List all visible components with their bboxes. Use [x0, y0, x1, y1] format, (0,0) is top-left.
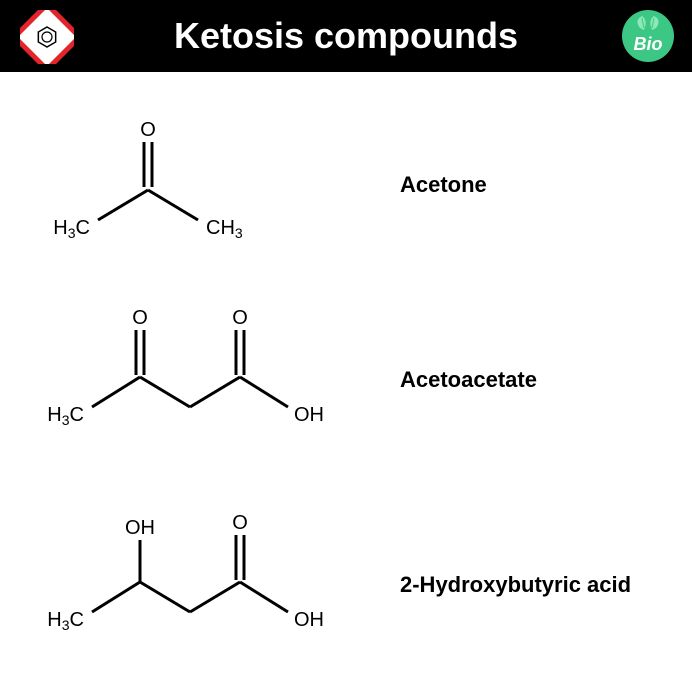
page-title: Ketosis compounds [0, 15, 692, 57]
atom-ch3: CH3 [206, 217, 243, 241]
atom-h3c: H3C [47, 609, 84, 633]
compound-row-hydroxybutyric: OH O H3C OH 2-Hydroxybutyric acid [30, 502, 662, 667]
compound-label-hydroxybutyric: 2-Hydroxybutyric acid [400, 572, 631, 598]
compound-row-acetoacetate: O O H3C OH Acetoacetate [30, 297, 662, 462]
compound-label-acetoacetate: Acetoacetate [400, 367, 537, 393]
atom-oh: OH [294, 609, 324, 631]
structure-acetoacetate: O O H3C OH [30, 297, 360, 462]
atom-oh: OH [294, 404, 324, 426]
atom-o1: O [132, 307, 148, 329]
structure-acetone: O H3C CH3 [30, 112, 360, 257]
hazard-icon [20, 10, 74, 69]
atom-o2: O [232, 307, 248, 329]
atom-o: O [232, 512, 248, 534]
atom-oh-top: OH [125, 517, 155, 539]
compound-label-acetone: Acetone [400, 172, 487, 198]
atom-h3c: H3C [47, 404, 84, 428]
content-area: O H3C CH3 Acetone [0, 72, 692, 687]
bio-label: Bio [634, 34, 663, 54]
atom-o: O [140, 119, 156, 141]
bio-badge-icon: Bio [622, 10, 674, 62]
header-bar: Ketosis compounds Bio [0, 0, 692, 72]
compound-row-acetone: O H3C CH3 Acetone [30, 112, 662, 257]
atom-h3c: H3C [53, 217, 90, 241]
structure-hydroxybutyric: OH O H3C OH [30, 502, 360, 667]
